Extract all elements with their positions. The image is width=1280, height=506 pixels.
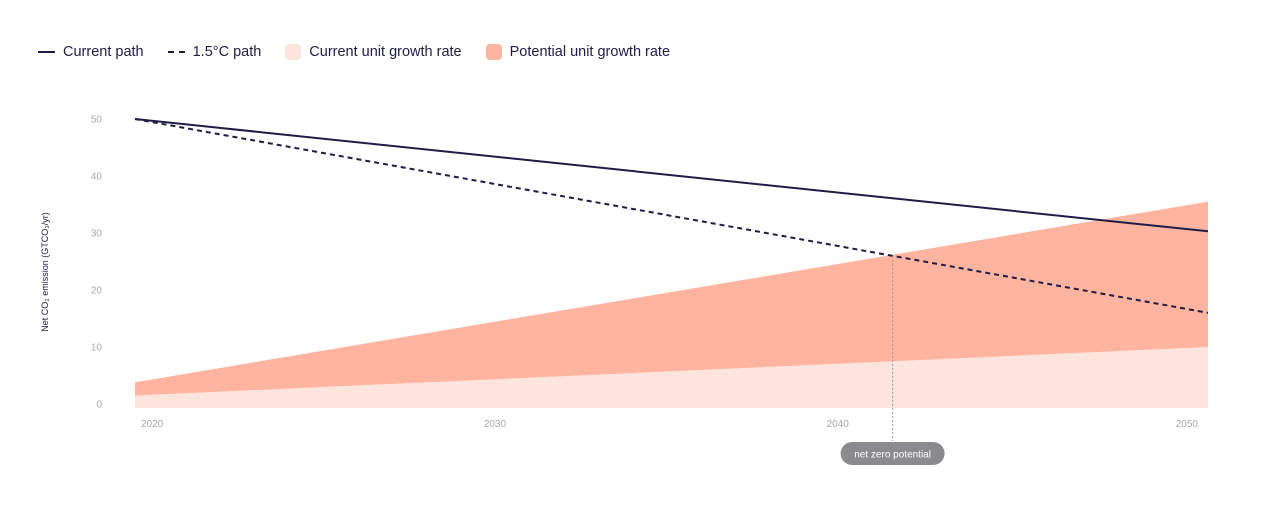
- legend-label: Current path: [63, 44, 144, 60]
- area-current-growth: [135, 347, 1208, 408]
- legend-swatch-solid-line: [38, 51, 55, 53]
- legend-label: 1.5°C path: [192, 44, 262, 60]
- x-tick-label: 2050: [1176, 419, 1199, 430]
- x-tick-label: 2020: [141, 419, 164, 430]
- legend-item-3: Current unit growth rate: [285, 44, 462, 60]
- legend-item-1: Current path: [38, 44, 144, 60]
- area-potential-growth: [135, 201, 1208, 408]
- x-tick-label: 2030: [484, 419, 507, 430]
- series-line-1-5c-path: [134, 118, 1209, 314]
- legend-swatch-box: [285, 44, 302, 60]
- y-tick-label: 40: [91, 172, 103, 183]
- x-tick-label: 2040: [827, 419, 850, 430]
- y-tick-label: 20: [91, 286, 103, 297]
- chart-legend: Current path 1.5°C path Current unit growt…: [38, 42, 694, 62]
- annotation-badge-text: net zero potential: [854, 450, 931, 461]
- legend-item-2: 1.5°C path: [167, 44, 262, 60]
- legend-label: Current unit growth rate: [309, 44, 462, 60]
- y-axis-label: Net CO₂ emission (GTCO₂/yr): [40, 212, 50, 332]
- legend-swatch-dashed-line: [167, 51, 185, 53]
- legend-label: Potential unit growth rate: [509, 44, 671, 60]
- y-tick-label: 10: [91, 343, 103, 354]
- series-line-current-path: [134, 118, 1209, 233]
- y-tick-label: 50: [91, 115, 103, 126]
- legend-swatch-box: [485, 44, 502, 60]
- y-tick-label: 0: [96, 400, 102, 411]
- y-tick-label: 30: [91, 229, 103, 240]
- annotation-badge: [840, 442, 945, 465]
- legend-item-4: Potential unit growth rate: [485, 44, 671, 60]
